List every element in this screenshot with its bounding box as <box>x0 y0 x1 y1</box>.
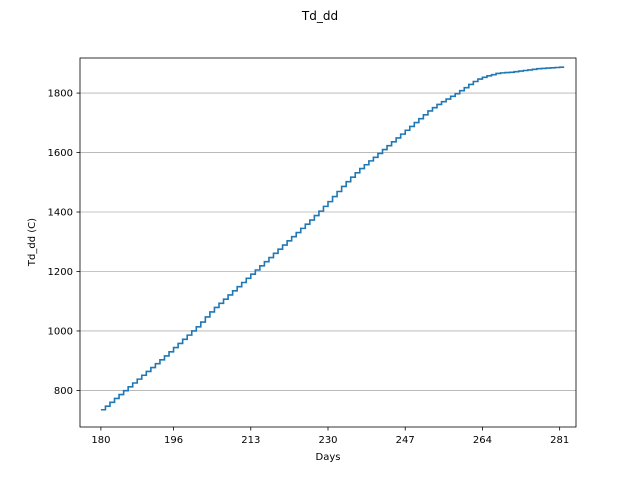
x-tick-label: 230 <box>318 435 337 446</box>
x-tick-label: 264 <box>473 435 492 446</box>
y-tick-label: 1600 <box>48 148 73 159</box>
x-axis-ticks: 180 196 213 230 247 264 281 <box>91 427 569 446</box>
y-axis-ticks: 800 1000 1200 1400 1600 1800 <box>48 89 80 397</box>
y-tick-label: 800 <box>54 386 73 397</box>
y-tick-label: 1800 <box>48 89 73 100</box>
y-tick-label: 1000 <box>48 326 73 337</box>
x-axis-label: Days <box>316 452 341 463</box>
x-tick-label: 213 <box>241 435 260 446</box>
grid-lines <box>80 92 576 391</box>
series-line-group <box>100 66 565 411</box>
series-line <box>100 66 565 411</box>
plot-area <box>80 58 576 427</box>
x-tick-label: 196 <box>164 435 183 446</box>
x-tick-label: 281 <box>550 435 569 446</box>
y-axis-label: Td_dd (C) <box>27 218 38 267</box>
x-tick-label: 180 <box>91 435 110 446</box>
chart-title: Td_dd <box>301 9 338 23</box>
y-tick-label: 1400 <box>48 208 73 219</box>
x-tick-label: 247 <box>396 435 415 446</box>
y-tick-label: 1200 <box>48 267 73 278</box>
